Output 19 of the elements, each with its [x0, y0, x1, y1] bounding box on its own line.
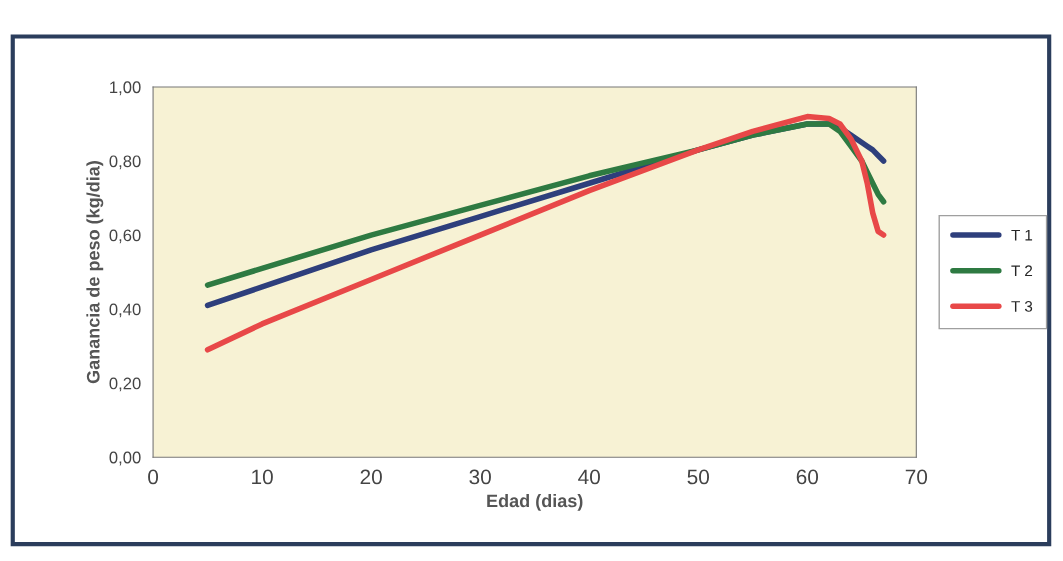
x-tick-label: 20 [360, 469, 382, 485]
y-axis-title: Ganancia de peso (kg/dia) [86, 161, 104, 384]
x-tick-label: 50 [687, 469, 710, 485]
x-tick-label: 10 [252, 469, 273, 485]
x-axis-title: Edad (dias) [487, 494, 583, 511]
legend-label: T 1 [1011, 229, 1033, 241]
x-tick-label: 70 [905, 469, 928, 485]
y-tick-label: 0,40 [109, 303, 141, 318]
y-tick-label: 1,00 [110, 81, 141, 96]
y-tick-label: 0,60 [109, 229, 141, 244]
x-tick-label: 60 [796, 469, 819, 485]
legend-label: T 2 [1011, 265, 1033, 277]
y-tick-label: 0,80 [109, 155, 141, 170]
x-tick-label: 30 [469, 469, 491, 485]
x-tick-label: 40 [578, 469, 600, 485]
y-tick-label: 0,20 [109, 377, 141, 392]
legend-label: T 3 [1011, 301, 1033, 312]
y-tick-label: 0,00 [109, 451, 141, 466]
x-tick-label: 0 [148, 469, 159, 485]
